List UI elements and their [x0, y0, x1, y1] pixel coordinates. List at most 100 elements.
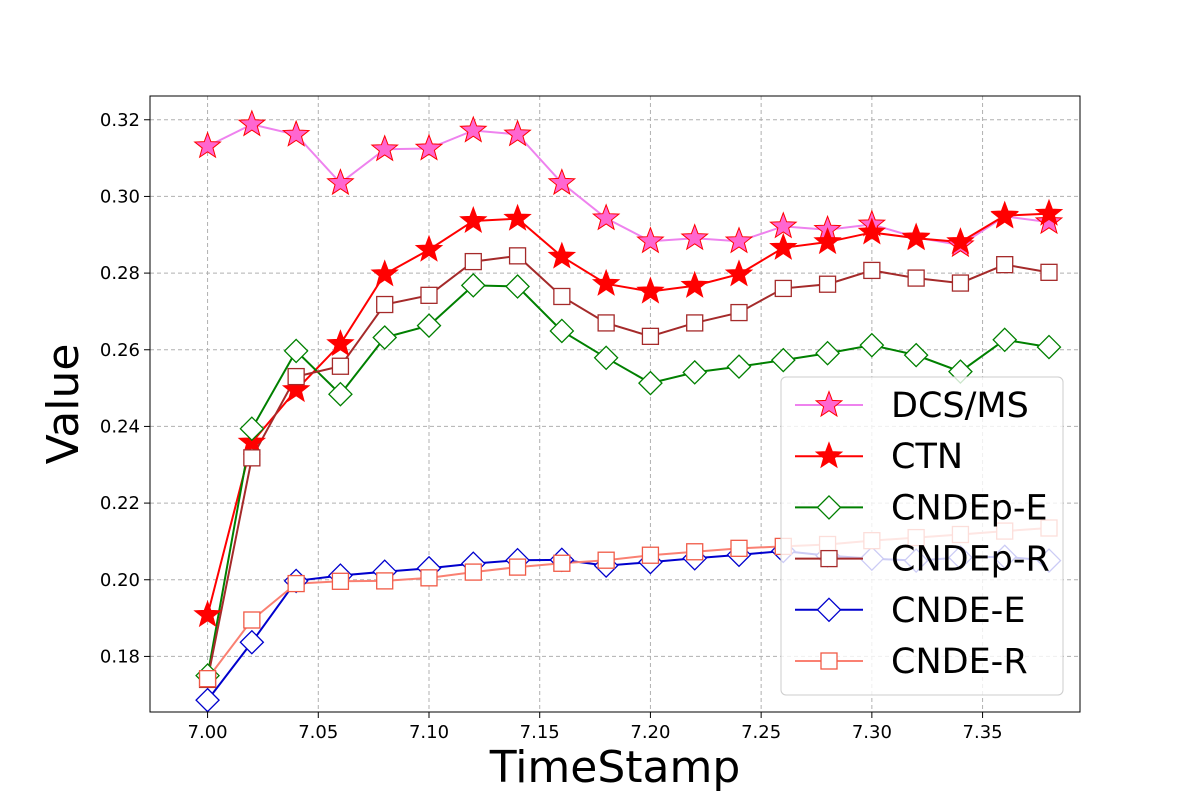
data-point-cnde-r: [730, 539, 748, 557]
data-point-cndep-e: [903, 342, 929, 368]
x-tick-label: 7.20: [630, 722, 670, 743]
legend: DCS/MS CTN CNDEp-E CNDEp-R CNDE-E CNDE-R: [780, 376, 1064, 696]
data-point-cnde-r: [420, 569, 438, 587]
legend-entry-cndep-r: CNDEp-R: [795, 540, 1050, 580]
data-point-ctn: [237, 427, 267, 455]
data-point-cndep-e: [460, 272, 486, 298]
data-point-ctn: [370, 259, 399, 287]
legend-marker: [820, 549, 838, 568]
data-point-cnde-r: [641, 546, 660, 564]
y-axis-title: Value: [38, 344, 89, 465]
data-point-cnde-e: [239, 629, 265, 655]
data-point-cnde-r: [553, 554, 571, 572]
series-points-ctn: [193, 198, 1064, 628]
data-point-cnde-e: [195, 687, 220, 713]
x-tick-label: 7.30: [852, 722, 892, 743]
data-point-cndep-r: [774, 279, 792, 298]
x-tick-label: 7.05: [298, 722, 338, 743]
data-point-cndep-e: [372, 325, 398, 350]
data-point-cndep-e: [859, 332, 885, 358]
legend-entry-cnde-e: CNDE-E: [795, 591, 1025, 631]
y-tick-label: 0.26: [100, 340, 140, 361]
data-point-dcs-ms: [193, 131, 222, 159]
data-point-cndep-r: [907, 269, 925, 287]
data-point-cndep-e: [1036, 334, 1062, 360]
data-point-ctn: [724, 259, 754, 287]
legend-label: CNDEp-R: [891, 540, 1050, 580]
data-point-dcs-ms: [680, 223, 709, 251]
data-point-ctn: [680, 270, 709, 298]
data-point-cndep-e: [682, 359, 708, 385]
legend-marker: [814, 441, 844, 469]
y-tick-label: 0.24: [100, 416, 140, 437]
data-point-dcs-ms: [459, 115, 488, 143]
data-point-ctn: [503, 203, 532, 231]
data-point-ctn: [326, 329, 355, 357]
data-point-cndep-e: [726, 354, 752, 380]
data-point-ctn: [547, 241, 577, 269]
data-point-dcs-ms: [414, 133, 444, 161]
data-point-cndep-r: [376, 295, 394, 314]
series-line-dcs-ms: [207, 123, 1050, 247]
legend-label: CNDE-R: [891, 642, 1028, 682]
data-point-cnde-r: [464, 563, 482, 581]
legend-entry-dcs-ms: DCS/MS: [795, 386, 1029, 426]
y-tick-label: 0.18: [100, 646, 140, 667]
data-point-cndep-e: [992, 327, 1018, 353]
legend-marker: [814, 390, 844, 418]
legend-marker: [816, 597, 842, 623]
y-tick-label: 0.32: [100, 110, 140, 131]
legend-label: DCS/MS: [891, 386, 1029, 426]
series-points-dcs-ms: [193, 109, 1064, 258]
x-tick-label: 7.00: [188, 722, 228, 743]
data-point-cndep-r: [508, 247, 527, 265]
y-tick-label: 0.28: [100, 263, 140, 284]
data-point-ctn: [636, 276, 665, 304]
x-axis-ticks: 7.00 7.05 7.10 7.15 7.20 7.25 7.30 7.35: [188, 712, 1003, 743]
data-point-cndep-r: [951, 274, 970, 292]
x-axis-title: TimeStamp: [489, 742, 741, 793]
data-point-cndep-e: [283, 338, 309, 364]
data-point-dcs-ms: [1034, 207, 1064, 235]
data-point-cndep-r: [243, 449, 261, 467]
legend-marker: [820, 652, 838, 670]
legend-marker: [816, 494, 842, 520]
data-point-cndep-e: [770, 347, 796, 373]
y-axis-ticks: 0.18 0.20 0.22 0.24 0.26 0.28 0.30 0.32: [100, 110, 150, 667]
data-point-cndep-r: [818, 275, 837, 293]
data-point-dcs-ms: [547, 168, 577, 196]
data-point-dcs-ms: [769, 211, 798, 239]
data-point-ctn: [901, 223, 931, 251]
legend-entry-cnde-r: CNDE-R: [795, 642, 1028, 682]
legend-label: CNDEp-E: [891, 488, 1048, 528]
data-point-cndep-r: [996, 256, 1014, 274]
data-point-cndep-r: [420, 286, 438, 304]
data-point-cnde-r: [597, 551, 615, 569]
data-point-ctn: [946, 227, 975, 255]
data-point-ctn: [281, 375, 311, 403]
y-tick-label: 0.30: [100, 186, 140, 207]
data-point-ctn: [414, 234, 444, 262]
data-point-cndep-r: [553, 287, 571, 306]
data-point-cndep-e: [416, 313, 442, 339]
data-point-dcs-ms: [326, 168, 355, 196]
data-point-ctn: [459, 206, 488, 234]
data-point-dcs-ms: [281, 119, 311, 147]
data-point-cndep-r: [863, 261, 881, 280]
data-point-cndep-e: [505, 274, 530, 299]
data-point-cndep-r: [641, 327, 660, 345]
data-point-cndep-r: [730, 303, 748, 322]
x-tick-label: 7.25: [741, 722, 781, 743]
data-point-cnde-r: [287, 574, 305, 593]
data-point-cndep-r: [464, 252, 482, 271]
data-point-cndep-r: [686, 314, 704, 332]
plot-frame: [149, 95, 1081, 713]
data-point-cndep-r: [1040, 263, 1058, 281]
data-point-cndep-e: [549, 318, 575, 344]
data-point-cnde-r: [243, 611, 261, 629]
data-point-cnde-r: [376, 572, 394, 590]
legend-entry-cndep-e: CNDEp-E: [795, 488, 1048, 528]
data-point-cndep-r: [597, 314, 615, 332]
data-point-cnde-r: [686, 543, 704, 561]
